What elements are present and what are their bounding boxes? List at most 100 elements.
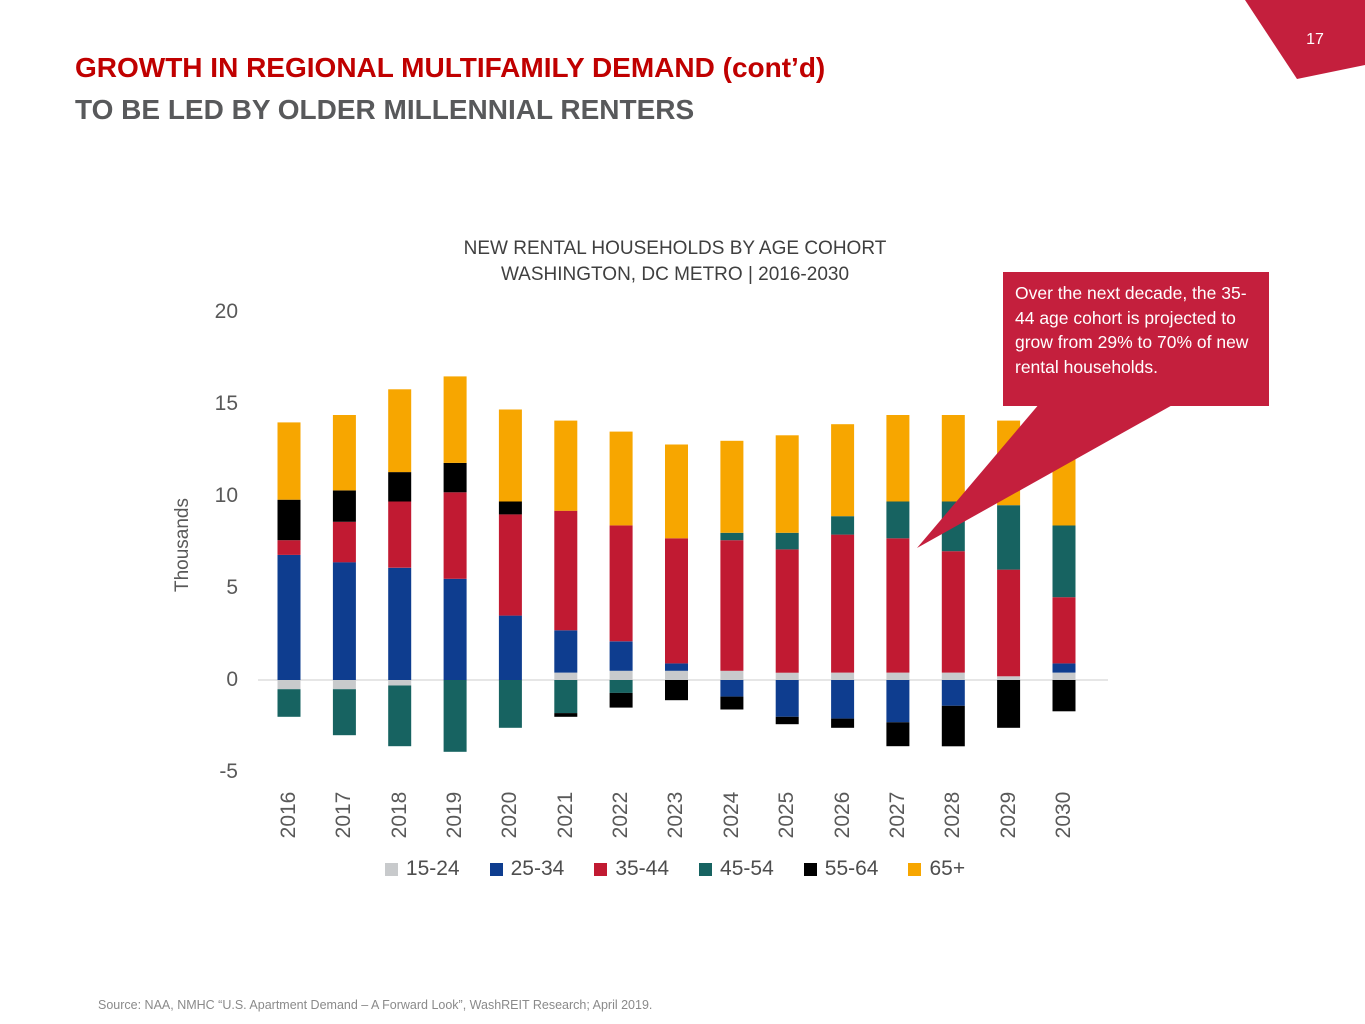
chart-title-block: NEW RENTAL HOUSEHOLDS BY AGE COHORT WASH… — [280, 236, 1070, 288]
y-tick-label-10: 10 — [214, 484, 238, 507]
x-tick-label-2020: 2020 — [498, 791, 522, 839]
legend-swatch-icon — [384, 862, 398, 876]
bar-segment-2017-65+ — [332, 415, 356, 491]
legend-label: 15-24 — [405, 857, 460, 880]
x-tick-label-2022: 2022 — [609, 791, 633, 839]
bar-segment-2025-45-54 — [775, 532, 799, 550]
legend-item-45-54: 45-54 — [699, 857, 774, 881]
bar-segment-2021-15-24 — [554, 672, 578, 680]
bar-segment-2024-65+ — [720, 440, 744, 533]
bar-segment-2027-65+ — [886, 415, 910, 502]
bar-segment-2030-55-64 — [1052, 680, 1076, 712]
bar-segment-2028-65+ — [941, 415, 965, 502]
bar-segment-2026-15-24 — [831, 672, 855, 680]
bar-segment-2018-65+ — [388, 389, 412, 473]
bar-segment-2030-35-44 — [1052, 597, 1076, 664]
bar-segment-2025-55-64 — [775, 716, 799, 725]
legend-swatch-icon — [489, 862, 503, 876]
bar-segment-2025-35-44 — [775, 549, 799, 673]
bar-segment-2030-25-34 — [1052, 663, 1076, 673]
bar-segment-2022-45-54 — [609, 680, 633, 693]
legend-label: 45-54 — [720, 857, 774, 880]
bar-segment-2022-35-44 — [609, 525, 633, 642]
callout-box: Over the next decade, the 35-44 age coho… — [1003, 272, 1269, 406]
y-tick-label-0: 0 — [226, 668, 238, 691]
bar-segment-2017-15-24 — [332, 680, 356, 690]
x-tick-label-2017: 2017 — [332, 791, 356, 839]
bar-segment-2024-35-44 — [720, 540, 744, 671]
legend-item-55-64: 55-64 — [803, 857, 879, 881]
bar-segment-2018-55-64 — [388, 472, 412, 502]
bar-segment-2019-55-64 — [443, 462, 467, 493]
bar-segment-2030-45-54 — [1052, 525, 1076, 598]
bar-segment-2017-45-54 — [332, 689, 356, 736]
bar-segment-2020-55-64 — [498, 501, 522, 515]
bar-segment-2029-45-54 — [997, 505, 1021, 570]
bar-segment-2023-65+ — [665, 444, 688, 539]
x-tick-label-2023: 2023 — [664, 791, 688, 839]
bar-segment-2027-35-44 — [886, 538, 910, 673]
bar-segment-2016-65+ — [277, 422, 301, 500]
bar-segment-2021-65+ — [554, 420, 578, 511]
page-title: GROWTH IN REGIONAL MULTIFAMILY DEMAND (c… — [75, 52, 826, 83]
bar-segment-2028-15-24 — [941, 672, 965, 680]
x-tick-label-2024: 2024 — [719, 791, 743, 839]
legend-item-35-44: 35-44 — [594, 857, 669, 881]
bar-segment-2020-65+ — [498, 409, 522, 502]
bar-segment-2023-25-34 — [665, 663, 688, 671]
bar-segment-2019-25-34 — [443, 578, 467, 680]
bar-segment-2022-15-24 — [609, 670, 633, 680]
bar-segment-2017-35-44 — [332, 521, 356, 563]
bar-segment-2024-15-24 — [720, 670, 744, 680]
x-tick-label-2025: 2025 — [775, 791, 799, 839]
legend-swatch-icon — [803, 862, 817, 876]
bar-segment-2028-35-44 — [941, 551, 965, 673]
bar-segment-2019-65+ — [443, 376, 467, 463]
bar-segment-2029-15-24 — [997, 676, 1021, 680]
chart-legend: 15-24 25-34 35-44 45-54 55-64 65+ — [280, 857, 1070, 881]
bar-segment-2018-35-44 — [388, 501, 412, 568]
bar-segment-2026-25-34 — [831, 680, 855, 719]
x-tick-label-2027: 2027 — [885, 791, 909, 839]
x-tick-label-2016: 2016 — [277, 791, 300, 839]
bar-segment-2018-45-54 — [388, 685, 412, 747]
bar-segment-2022-65+ — [609, 431, 633, 526]
x-tick-label-2030: 2030 — [1051, 791, 1075, 839]
bar-segment-2018-25-34 — [388, 567, 412, 680]
bar-segment-2017-55-64 — [332, 490, 356, 522]
x-tick-label-2028: 2028 — [941, 791, 965, 839]
page-subtitle: TO BE LED BY OLDER MILLENNIAL RENTERS — [75, 94, 695, 125]
legend-swatch-icon — [699, 862, 713, 876]
x-tick-label-2026: 2026 — [830, 791, 854, 839]
x-tick-label-2018: 2018 — [387, 791, 411, 839]
bar-segment-2026-45-54 — [831, 516, 855, 535]
bar-segment-2021-55-64 — [554, 713, 578, 717]
legend-label: 55-64 — [824, 857, 879, 880]
y-tick-label--5: -5 — [219, 760, 238, 783]
bar-segment-2028-55-64 — [941, 705, 965, 747]
legend-item-15-24: 15-24 — [384, 857, 460, 881]
bar-segment-2024-25-34 — [720, 680, 744, 697]
y-tick-label-5: 5 — [226, 576, 238, 599]
bar-segment-2027-55-64 — [886, 722, 910, 747]
x-tick-label-2019: 2019 — [443, 791, 467, 839]
bar-segment-2020-45-54 — [498, 680, 522, 728]
bar-segment-2019-45-54 — [443, 680, 467, 752]
bar-segment-2029-55-64 — [997, 680, 1021, 728]
bar-segment-2027-45-54 — [886, 501, 910, 539]
page-banner — [1245, 0, 1365, 79]
bar-segment-2027-15-24 — [886, 672, 910, 680]
bar-segment-2027-25-34 — [886, 680, 910, 723]
legend-item-65+: 65+ — [908, 857, 965, 881]
legend-swatch-icon — [908, 862, 922, 876]
bar-segment-2020-25-34 — [498, 615, 522, 680]
chart-subtitle: WASHINGTON, DC METRO | 2016-2030 — [500, 264, 850, 285]
bar-segment-2020-35-44 — [498, 514, 522, 616]
x-tick-label-2029: 2029 — [996, 791, 1020, 839]
bar-segment-2026-65+ — [831, 424, 855, 517]
bar-segment-2018-15-24 — [388, 680, 412, 686]
bar-segment-2025-15-24 — [775, 672, 799, 680]
bar-segment-2028-25-34 — [941, 680, 965, 706]
chart-title: NEW RENTAL HOUSEHOLDS BY AGE COHORT — [463, 238, 887, 259]
